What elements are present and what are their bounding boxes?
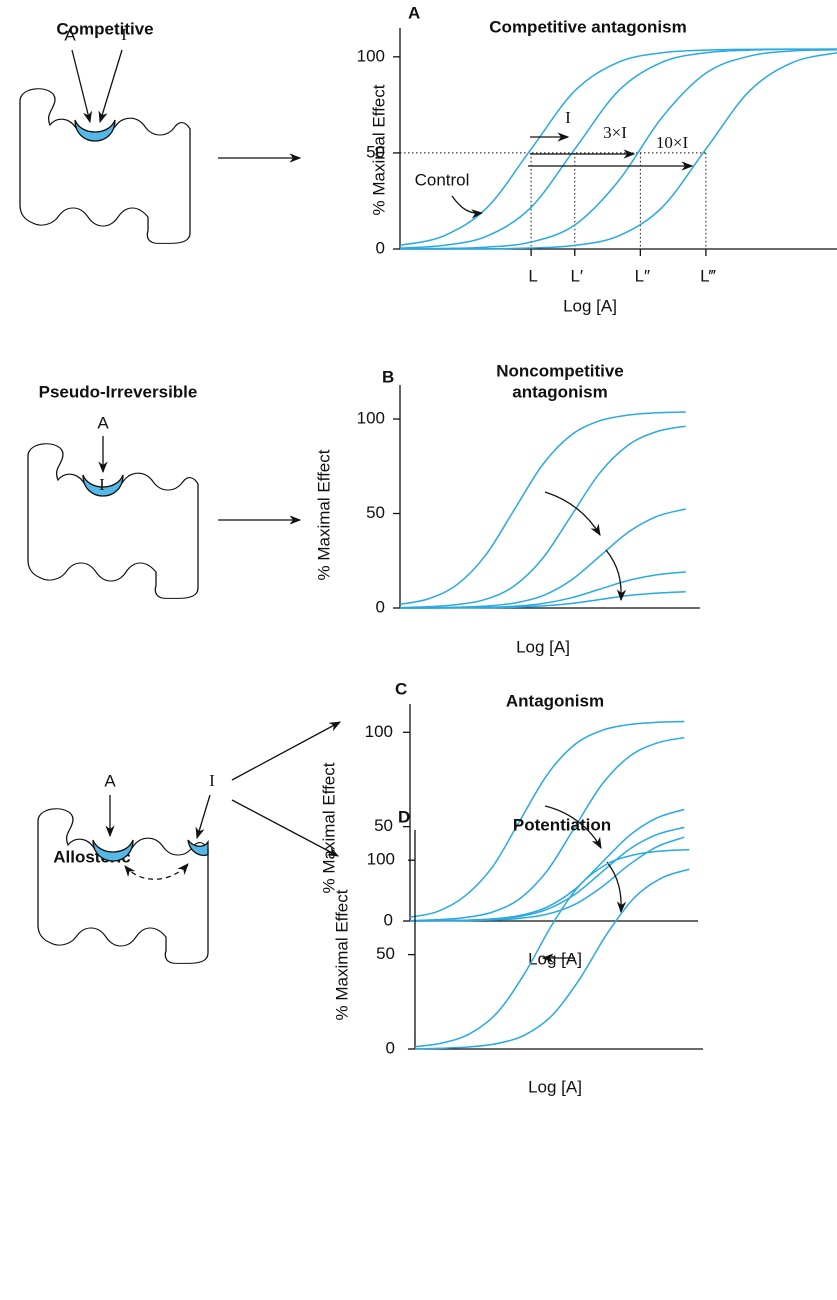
panel-label: C [395,679,407,698]
arrow [71,49,92,124]
chart: D Potentiation % Maximal Effect Log [A] 0 50 1… [332,807,703,1096]
y-axis-label: % Maximal Effect [319,762,338,893]
chart-title: antagonism [512,382,607,401]
chart: C Antagonism % Maximal Effect Log [A] 0 50 100 [319,679,698,968]
annotation-arrow [605,549,627,602]
y-axis-label: % Maximal Effect [332,889,351,1020]
x-marker-label: L‴ [700,266,715,285]
panel-label: B [382,367,394,386]
y-axis-label: % Maximal Effect [314,449,333,580]
chart-title: Potentiation [513,815,611,834]
curve [409,720,685,918]
y-tick-label: 0 [376,238,385,257]
curve [399,52,837,250]
diagram-title: Competitive [56,19,153,38]
arrow [231,721,342,781]
x-marker-label: L′ [570,266,583,285]
chart: A Competitive antagonism % Maximal Effect L… [357,3,837,315]
arrow [231,799,340,857]
receptor [37,808,209,965]
dashed-arrow [124,863,189,880]
y-tick-label: 0 [384,910,393,929]
curve [399,48,837,249]
binding-pocket [74,119,116,142]
chart: B Noncompetitive antagonism % Maximal Effec… [314,361,700,656]
annotation-arrow [544,805,602,850]
y-tick-label: 0 [386,1038,395,1057]
y-tick-label: 50 [376,944,395,963]
panel-label: D [398,807,410,826]
binding-pocket [82,474,124,497]
inhibitor-label: I [121,25,127,44]
agonist-label: A [104,771,116,790]
y-axis-label: % Maximal Effect [369,84,388,215]
curve [399,425,686,609]
y-tick-label: 100 [357,46,385,65]
curve [414,848,690,1048]
arrow [98,49,123,124]
y-tick-label: 50 [366,503,385,522]
chart-title: Competitive antagonism [489,17,686,36]
receptor [27,443,199,600]
x-marker-label: L [528,266,537,285]
y-tick-label: 50 [366,142,385,161]
allosteric-pocket [187,839,209,857]
chart-title: Noncompetitive [496,361,624,380]
allosteric-diagram: Allosteric A I [37,721,342,965]
y-tick-label: 100 [365,722,393,741]
curve [399,48,837,250]
y-tick-label: 100 [357,409,385,428]
x-axis-label: Log [A] [528,949,582,968]
curve [399,571,686,609]
y-tick-label: 50 [374,816,393,835]
x-marker-label: L″ [635,266,650,285]
annotation: 3×I [603,123,627,142]
x-axis-label: Log [A] [516,637,570,656]
annotation: I [565,108,571,127]
annotation: 10×I [656,133,689,152]
annotation-arrow [544,491,601,537]
panel-label: A [408,3,420,22]
curve [399,590,686,609]
y-tick-label: 100 [367,850,395,869]
curve [399,48,837,247]
inhibitor-label: I [209,771,215,790]
curve [409,836,685,922]
pseudo-irreversible-diagram: Pseudo-Irreversible A I [27,382,302,600]
agonist-label: A [64,25,76,44]
curve [414,868,690,1050]
annotation-arrow [451,195,484,219]
agonist-label: A [97,413,109,432]
arrow [195,794,211,840]
curve [399,411,686,606]
x-axis-label: Log [A] [563,296,617,315]
binding-pocket [92,839,134,862]
annotation: Control [415,170,470,189]
receptor [19,88,191,245]
y-tick-label: 0 [376,597,385,616]
inhibitor-label: I [99,475,105,494]
x-axis-label: Log [A] [528,1077,582,1096]
curve [409,736,685,922]
diagram-title: Pseudo-Irreversible [39,382,198,401]
competitive-diagram: Competitive A I [19,19,302,245]
annotation-arrow [606,861,627,914]
chart-title: Antagonism [506,691,604,710]
